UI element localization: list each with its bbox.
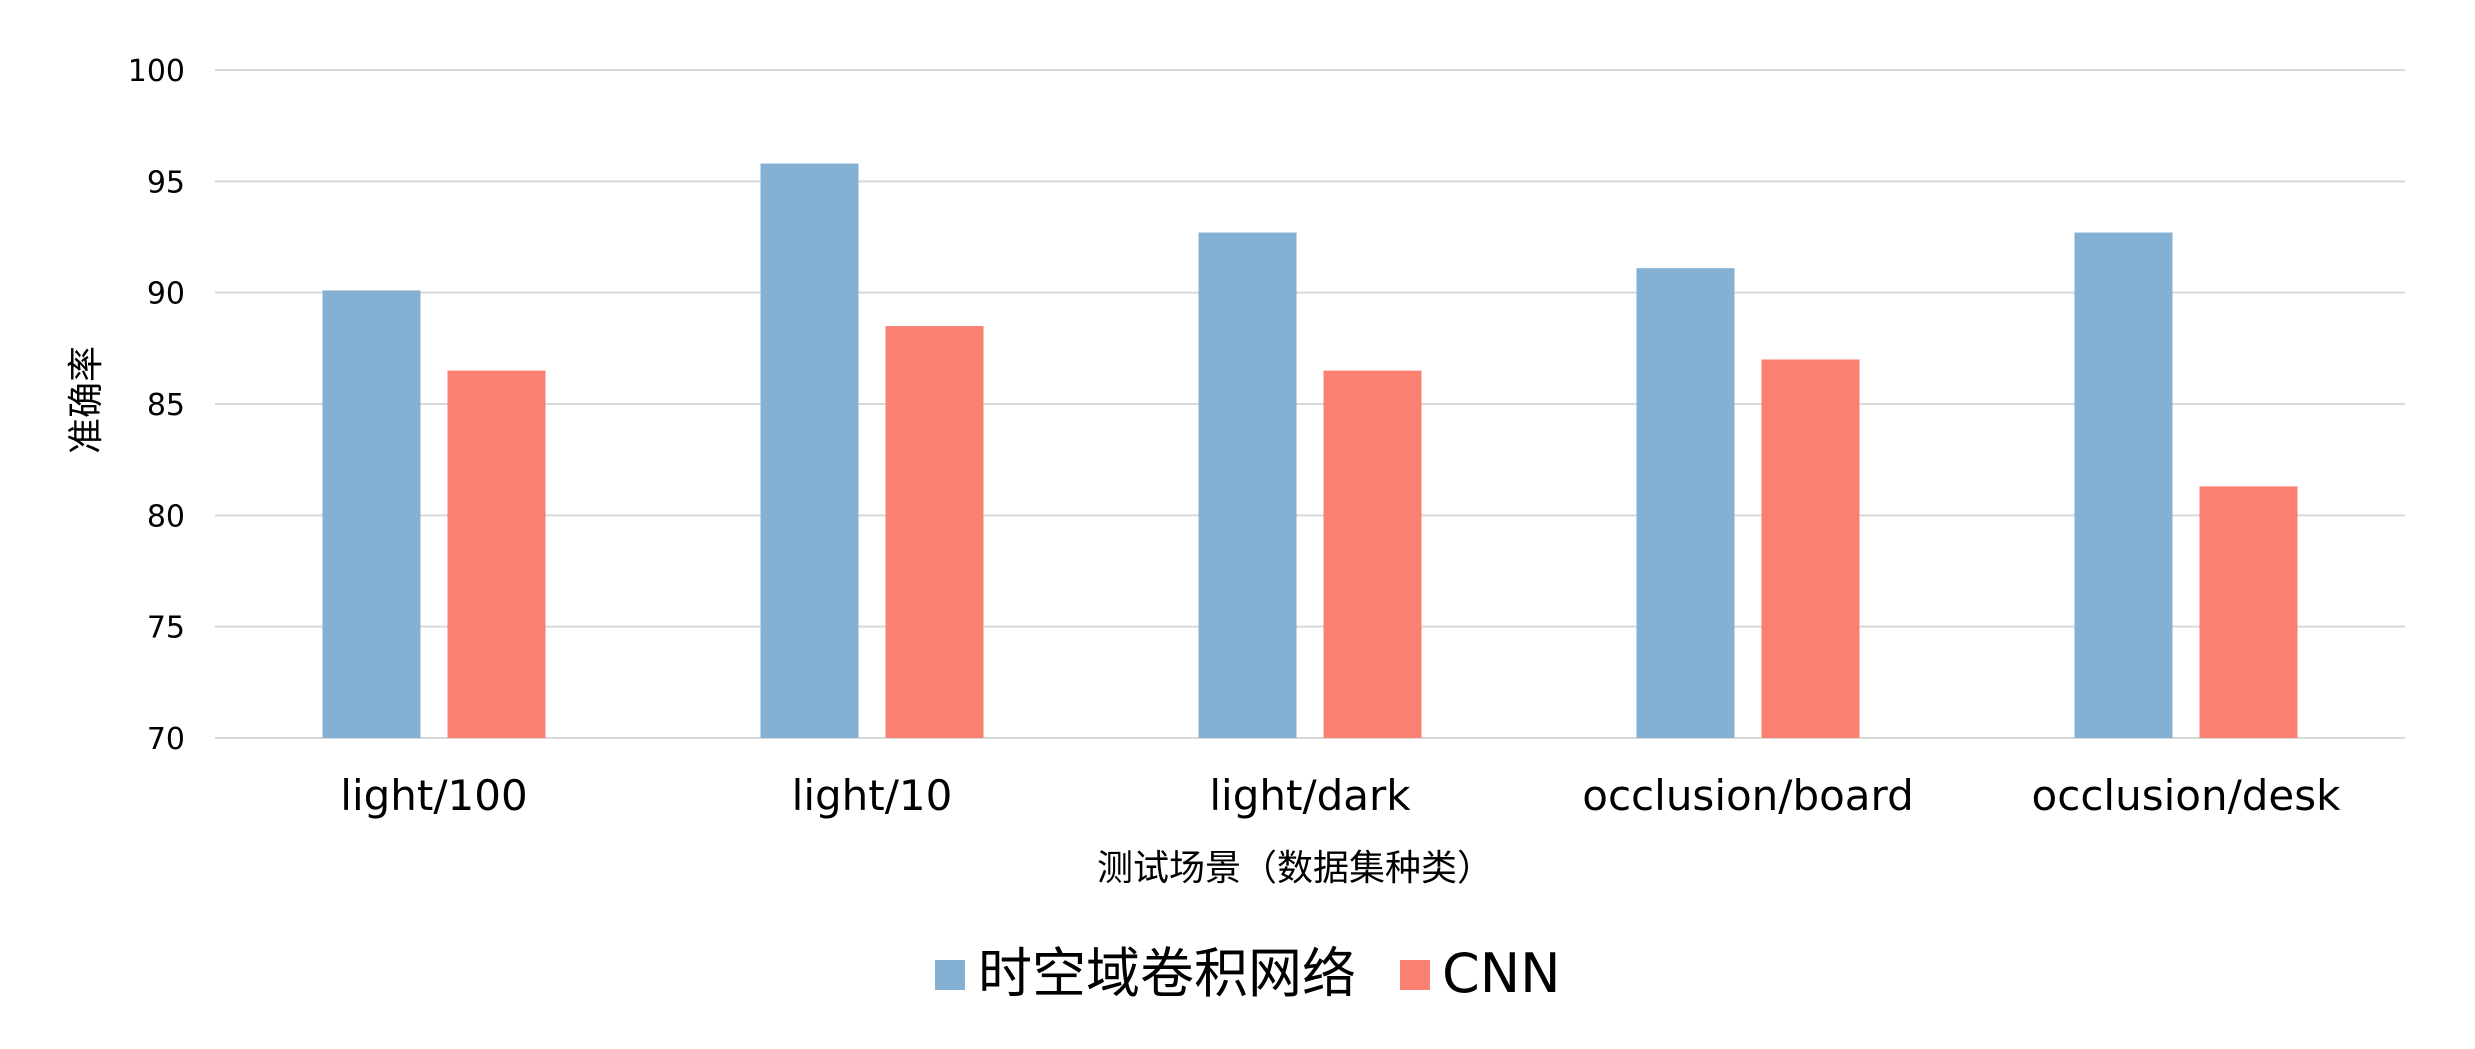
x-tick-label: light/dark — [1209, 771, 1411, 820]
bar-series-1 — [760, 163, 859, 738]
bar-series-2 — [2199, 486, 2298, 738]
legend: 时空域卷积网络 CNN — [935, 942, 1561, 1005]
legend-swatch — [1400, 960, 1430, 990]
legend-label: 时空域卷积网络 — [978, 942, 1356, 1005]
bar-series-1 — [1636, 268, 1735, 738]
bar-series-2 — [1761, 359, 1860, 738]
bar-series-2 — [447, 370, 546, 738]
gridlines — [215, 69, 2405, 739]
x-tick-label: light/100 — [340, 771, 527, 820]
y-tick-label: 95 — [147, 165, 185, 200]
bar-series-2 — [885, 326, 984, 738]
y-axis-ticks: 70 75 80 85 90 95 100 — [128, 54, 185, 757]
bar-series-2 — [1323, 370, 1422, 738]
x-tick-label: occlusion/board — [1582, 771, 1913, 820]
bar-series-1 — [2074, 232, 2173, 738]
y-tick-label: 80 — [147, 499, 185, 534]
bar-series-1 — [322, 290, 421, 738]
legend-label: CNN — [1442, 942, 1561, 1005]
x-tick-label: occlusion/desk — [2032, 771, 2342, 820]
y-tick-label: 90 — [147, 277, 185, 312]
y-tick-label: 75 — [147, 611, 185, 646]
bars — [322, 163, 2298, 738]
y-tick-label: 70 — [147, 722, 185, 757]
x-tick-label: light/10 — [792, 771, 953, 820]
legend-swatch — [935, 960, 965, 990]
bar-series-1 — [1198, 232, 1297, 738]
x-axis-title: 测试场景（数据集种类） — [1097, 848, 1493, 889]
y-tick-label: 85 — [147, 388, 185, 423]
x-axis-ticks: light/100 light/10 light/dark occlusion/boa… — [340, 771, 2341, 820]
y-tick-label: 100 — [128, 54, 185, 89]
y-axis-title: 准确率 — [66, 346, 107, 454]
